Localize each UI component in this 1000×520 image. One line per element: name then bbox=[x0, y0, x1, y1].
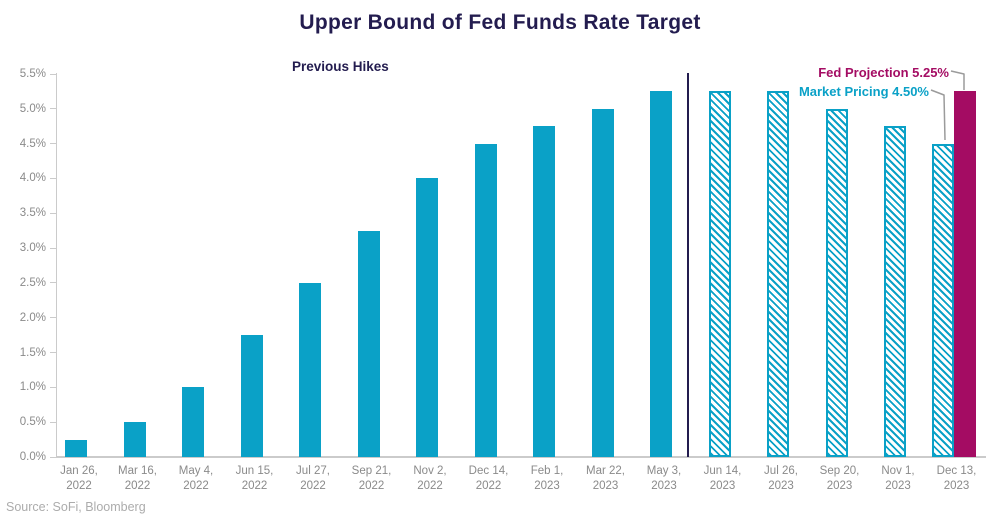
x-axis-label-mar-22-2023: Mar 22, 2023 bbox=[586, 465, 625, 492]
bar-hatched-teal-jul-26-2023 bbox=[767, 91, 789, 457]
x-axis-label-nov-1-2023: Nov 1, 2023 bbox=[881, 465, 915, 492]
market-pricing-connector bbox=[930, 89, 946, 141]
y-tick-label: 3.5% bbox=[19, 207, 46, 220]
y-tick-mark bbox=[50, 177, 57, 179]
bar-solid-teal-jul-27-2022 bbox=[299, 282, 321, 457]
x-axis-label-mar-16-2022: Mar 16, 2022 bbox=[118, 465, 157, 492]
bar-solid-magenta-dec-13-2023 bbox=[953, 91, 976, 457]
bar-solid-teal-nov-2-2022 bbox=[416, 178, 438, 457]
y-tick-mark bbox=[50, 317, 57, 319]
bar-hatched-teal-jun-14-2023 bbox=[708, 91, 731, 457]
bar-solid-teal-feb-1-2023 bbox=[533, 126, 555, 457]
y-tick-label: 0.5% bbox=[19, 416, 46, 429]
y-tick-mark bbox=[50, 352, 57, 354]
market-pricing-annotation: Market Pricing 4.50% bbox=[798, 84, 929, 99]
y-tick-label: 5.5% bbox=[19, 68, 46, 80]
x-axis-label-sep-20-2023: Sep 20, 2023 bbox=[819, 465, 860, 492]
x-axis-label-nov-2-2022: Nov 2, 2022 bbox=[413, 465, 447, 492]
bar-solid-teal-mar-16-2022 bbox=[123, 422, 146, 457]
y-tick-label: 4.0% bbox=[19, 172, 46, 185]
y-tick-mark bbox=[50, 282, 57, 284]
y-tick-mark bbox=[50, 456, 57, 458]
x-axis-baseline bbox=[57, 456, 986, 458]
x-axis-label-jun-14-2023: Jun 14, 2023 bbox=[703, 465, 742, 492]
y-tick-label: 3.0% bbox=[19, 242, 46, 255]
y-tick-label: 5.0% bbox=[19, 102, 46, 115]
bar-hatched-teal-dec-13-2023 bbox=[931, 143, 954, 457]
x-axis-label-jul-27-2022: Jul 27, 2022 bbox=[296, 465, 330, 492]
previous-hikes-label: Previous Hikes bbox=[292, 59, 389, 74]
x-axis-label-jan-26-2022: Jan 26, 2022 bbox=[60, 465, 98, 492]
bar-solid-teal-jun-15-2022 bbox=[240, 335, 263, 457]
bar-hatched-teal-sep-20-2023 bbox=[825, 108, 848, 457]
bar-solid-teal-sep-21-2022 bbox=[357, 230, 380, 457]
source-credit: Source: SoFi, Bloomberg bbox=[6, 500, 146, 514]
bar-solid-teal-dec-14-2022 bbox=[474, 143, 497, 457]
y-tick-mark bbox=[50, 212, 57, 214]
x-axis-label-dec-14-2022: Dec 14, 2022 bbox=[468, 465, 509, 492]
bar-solid-teal-jan-26-2022 bbox=[65, 439, 87, 457]
y-tick-label: 1.5% bbox=[19, 346, 46, 359]
chart-title: Upper Bound of Fed Funds Rate Target bbox=[299, 11, 701, 34]
y-tick-mark bbox=[50, 247, 57, 249]
fed-projection-annotation: Fed Projection 5.25% bbox=[818, 65, 949, 80]
y-tick-label: 2.0% bbox=[19, 311, 46, 324]
y-tick-mark bbox=[50, 421, 57, 423]
fed-projection-connector bbox=[950, 70, 965, 90]
y-tick-label: 4.5% bbox=[19, 137, 46, 150]
x-axis-label-dec-13-2023: Dec 13, 2023 bbox=[936, 465, 977, 492]
bar-solid-teal-may-4-2022 bbox=[182, 387, 204, 457]
y-tick-mark bbox=[50, 108, 57, 110]
projection-divider-line bbox=[687, 73, 689, 457]
y-tick-mark bbox=[50, 73, 57, 75]
x-axis-label-jun-15-2022: Jun 15, 2022 bbox=[235, 465, 274, 492]
bar-solid-teal-mar-22-2023 bbox=[591, 108, 614, 457]
y-axis-line bbox=[56, 73, 57, 457]
y-tick-label: 0.0% bbox=[19, 451, 46, 463]
x-axis-label-may-3-2023: May 3, 2023 bbox=[646, 465, 682, 492]
x-axis-label-feb-1-2023: Feb 1, 2023 bbox=[530, 465, 564, 492]
x-axis-label-jul-26-2023: Jul 26, 2023 bbox=[764, 465, 798, 492]
y-tick-label: 2.5% bbox=[19, 276, 46, 289]
x-axis-label-may-4-2022: May 4, 2022 bbox=[178, 465, 214, 492]
bar-solid-teal-may-3-2023 bbox=[650, 91, 672, 457]
x-axis-label-sep-21-2022: Sep 21, 2022 bbox=[351, 465, 392, 492]
y-tick-mark bbox=[50, 143, 57, 145]
y-tick-mark bbox=[50, 386, 57, 388]
y-tick-label: 1.0% bbox=[19, 381, 46, 394]
bar-hatched-teal-nov-1-2023 bbox=[884, 126, 906, 457]
